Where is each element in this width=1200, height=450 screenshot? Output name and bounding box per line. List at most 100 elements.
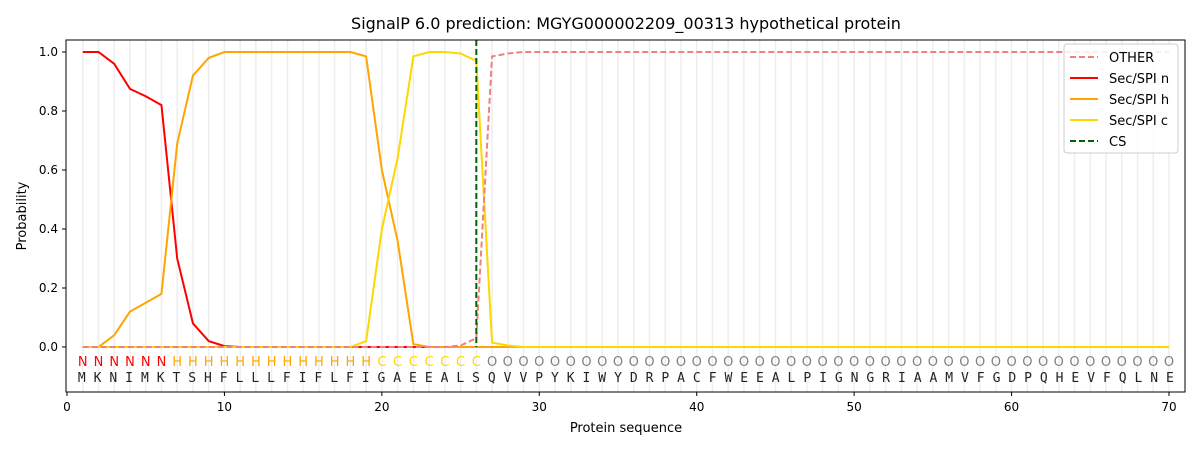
y-tick-label: 0.8 [39,104,58,118]
region-label: O [707,355,717,370]
region-label: O [912,355,922,370]
region-label: O [1148,355,1158,370]
region-label: O [943,355,953,370]
legend-label: OTHER [1109,51,1154,66]
series-line-other [82,51,1169,348]
y-tick-label: 1.0 [39,45,58,59]
region-label: O [1085,355,1095,370]
region-label: O [818,355,828,370]
region-label: O [676,355,686,370]
region-label: O [959,355,969,370]
region-label: O [613,355,623,370]
region-label: O [786,355,796,370]
region-label: O [503,355,513,370]
region-label: O [1117,355,1127,370]
legend-label: Sec/SPI n [1109,72,1169,87]
region-label: O [881,355,891,370]
residue-sequence: MKNIMKTSHFLLLFIFLFIGAEEALSQVVPYKIWYDRPAC… [78,371,1174,386]
region-label: H [235,355,245,370]
region-label: N [157,355,167,370]
region-label: O [534,355,544,370]
region-label: O [1022,355,1032,370]
region-label: C [456,355,465,370]
region-label: O [1006,355,1016,370]
region-label: O [660,355,670,370]
region-label: O [1132,355,1142,370]
plot-frame [65,39,1186,393]
region-label: C [425,355,434,370]
series-line-sec-spi-c [82,51,1169,348]
region-label: O [692,355,702,370]
region-label: O [723,355,733,370]
region-label: O [865,355,875,370]
region-label: N [109,355,119,370]
y-tick-label: 0.6 [39,163,58,177]
region-label: C [409,355,418,370]
region-label: N [141,355,151,370]
region-label: H [361,355,371,370]
region-label: O [566,355,576,370]
region-label: H [204,355,214,370]
region-label: H [314,355,324,370]
region-label: H [283,355,293,370]
x-tick-label: 60 [1004,400,1019,414]
x-tick-label: 50 [847,400,862,414]
region-label: O [629,355,639,370]
region-label: O [833,355,843,370]
region-label: C [440,355,449,370]
x-tick-label: 20 [374,400,389,414]
y-tick-label: 0.0 [39,340,58,354]
region-label: O [755,355,765,370]
region-label: O [1164,355,1174,370]
region-label: C [377,355,386,370]
region-label: N [94,355,104,370]
region-label: O [518,355,528,370]
region-label: O [581,355,591,370]
region-label: O [1069,355,1079,370]
chart-title: SignalP 6.0 prediction: MGYG000002209_00… [351,14,901,34]
series-line-sec-spi-h [82,51,1169,348]
legend: OTHER Sec/SPI n Sec/SPI h Sec/SPI c CS [1063,43,1179,154]
x-tick-label: 30 [532,400,547,414]
region-label: C [472,355,481,370]
region-label: O [802,355,812,370]
region-label: O [1101,355,1111,370]
legend-label: Sec/SPI h [1109,93,1169,108]
x-tick-label: 0 [63,400,71,414]
x-tick-label: 10 [217,400,232,414]
region-label: H [267,355,277,370]
series-line-sec-spi-n [82,51,1169,348]
y-tick-label: 0.2 [39,281,58,295]
region-label: C [393,355,402,370]
region-label: H [172,355,182,370]
legend-label: Sec/SPI c [1109,114,1168,129]
y-tick-label: 0.4 [39,222,58,236]
region-label: O [739,355,749,370]
x-axis-label: Protein sequence [570,421,682,436]
region-label: N [78,355,88,370]
region-label: O [975,355,985,370]
region-label: O [644,355,654,370]
region-label: H [251,355,261,370]
region-label: O [896,355,906,370]
region-label: O [487,355,497,370]
x-tick-label: 40 [689,400,704,414]
x-tick-label: 70 [1161,400,1176,414]
region-label: O [928,355,938,370]
y-axis-label: Probability [15,181,30,250]
region-label: H [298,355,308,370]
region-label: N [125,355,135,370]
region-label: O [1054,355,1064,370]
region-label: O [597,355,607,370]
region-label: O [1038,355,1048,370]
region-label: O [770,355,780,370]
region-label: H [345,355,355,370]
region-label: O [849,355,859,370]
legend-label: CS [1109,135,1126,150]
region-label: H [330,355,340,370]
region-label: H [188,355,198,370]
region-label: H [220,355,230,370]
legend-box [1063,43,1179,154]
region-label: O [550,355,560,370]
region-label: O [991,355,1001,370]
